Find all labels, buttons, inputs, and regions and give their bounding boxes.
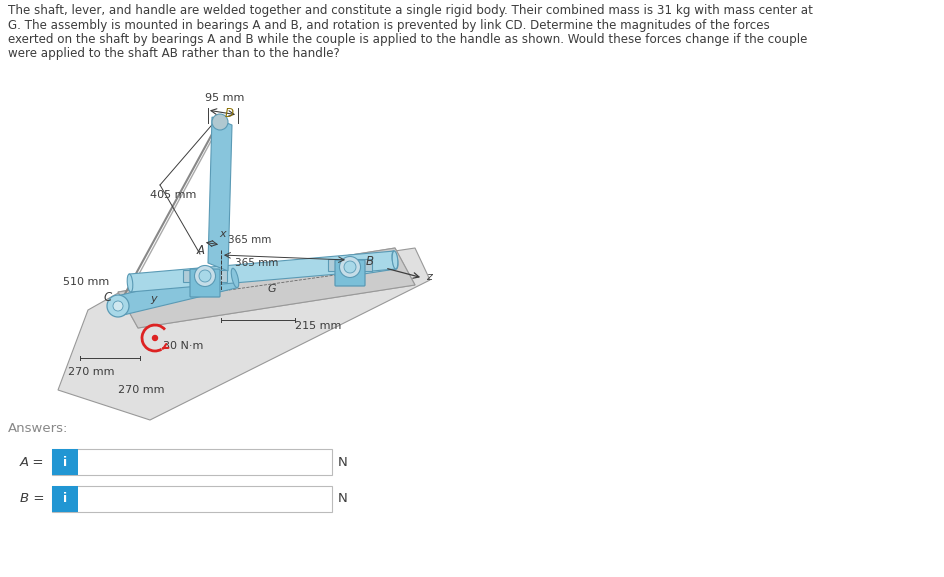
Text: B =: B = <box>20 493 44 505</box>
Text: 30 N·m: 30 N·m <box>162 341 203 351</box>
Text: 215 mm: 215 mm <box>295 321 341 331</box>
Polygon shape <box>118 248 414 328</box>
Circle shape <box>194 265 215 287</box>
Circle shape <box>107 295 129 317</box>
Ellipse shape <box>231 268 239 288</box>
FancyBboxPatch shape <box>52 486 331 512</box>
Text: exerted on the shaft by bearings A and B while the couple is applied to the hand: exerted on the shaft by bearings A and B… <box>8 33 806 46</box>
Text: N: N <box>338 493 347 505</box>
Text: C: C <box>104 291 112 304</box>
Polygon shape <box>129 251 396 292</box>
Ellipse shape <box>392 251 397 269</box>
FancyBboxPatch shape <box>334 260 364 286</box>
Polygon shape <box>348 251 396 276</box>
FancyBboxPatch shape <box>190 269 220 297</box>
Circle shape <box>199 270 211 282</box>
Text: 95 mm: 95 mm <box>205 93 244 103</box>
Text: z: z <box>426 272 431 282</box>
FancyBboxPatch shape <box>183 270 227 282</box>
Text: The shaft, lever, and handle are welded together and constitute a single rigid b: The shaft, lever, and handle are welded … <box>8 4 812 17</box>
Text: Answers:: Answers: <box>8 422 68 435</box>
Polygon shape <box>208 117 232 271</box>
Text: y: y <box>150 294 157 304</box>
Text: A =: A = <box>20 455 44 469</box>
Text: G: G <box>268 284 277 294</box>
Text: i: i <box>63 455 67 469</box>
Text: 270 mm: 270 mm <box>68 367 114 377</box>
Polygon shape <box>58 248 430 420</box>
FancyBboxPatch shape <box>52 486 78 512</box>
Ellipse shape <box>114 296 122 316</box>
Text: 405 mm: 405 mm <box>150 190 196 200</box>
Text: 365 mm: 365 mm <box>235 258 278 268</box>
Text: i: i <box>63 493 67 505</box>
Text: N: N <box>338 455 347 469</box>
FancyBboxPatch shape <box>52 449 331 475</box>
Polygon shape <box>115 268 237 316</box>
Text: 510 mm: 510 mm <box>63 277 110 287</box>
Circle shape <box>211 114 228 130</box>
Circle shape <box>152 335 158 340</box>
Ellipse shape <box>346 258 353 276</box>
FancyBboxPatch shape <box>52 449 78 475</box>
Text: D: D <box>225 107 234 120</box>
Ellipse shape <box>127 274 133 292</box>
Text: 270 mm: 270 mm <box>118 385 164 395</box>
Text: B: B <box>365 255 374 268</box>
Polygon shape <box>118 248 414 328</box>
Ellipse shape <box>392 251 397 269</box>
FancyBboxPatch shape <box>328 259 372 271</box>
Text: G. The assembly is mounted in bearings A and B, and rotation is prevented by lin: G. The assembly is mounted in bearings A… <box>8 18 769 32</box>
Text: A: A <box>196 244 205 257</box>
Circle shape <box>113 301 123 311</box>
Text: 365 mm: 365 mm <box>228 235 271 245</box>
Circle shape <box>339 257 360 278</box>
Text: were applied to the shaft AB rather than to the handle?: were applied to the shaft AB rather than… <box>8 47 340 61</box>
Circle shape <box>344 261 356 273</box>
Text: x: x <box>219 229 226 239</box>
